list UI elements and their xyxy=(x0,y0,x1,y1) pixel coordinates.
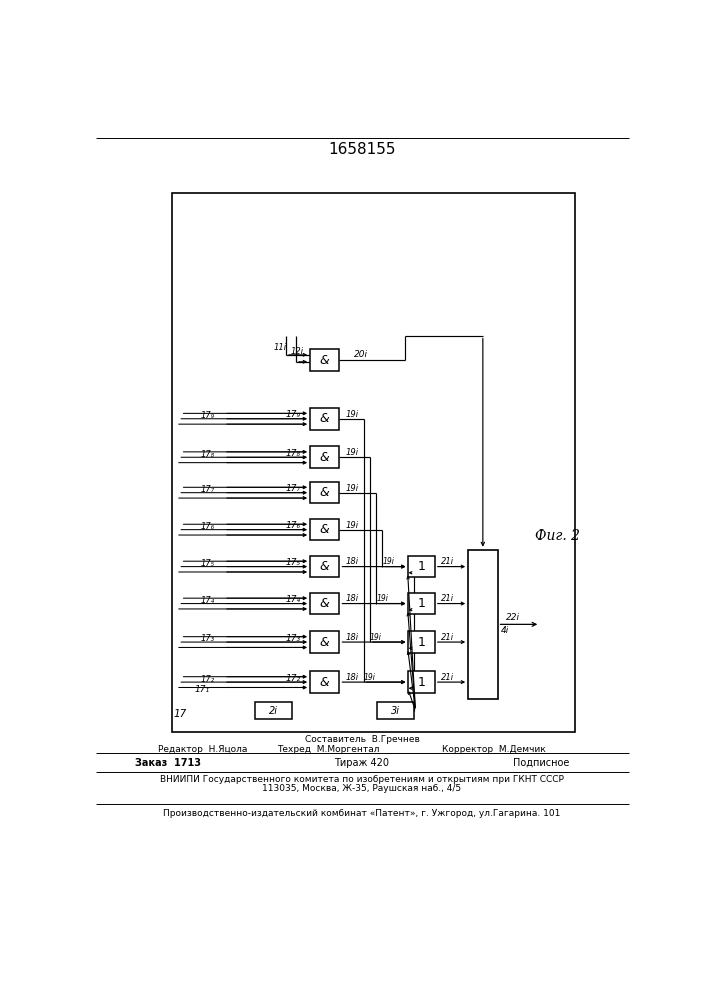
Text: 17₆: 17₆ xyxy=(201,522,215,531)
Text: &: & xyxy=(320,560,329,573)
Text: Составитель  В.Гречнев: Составитель В.Гречнев xyxy=(305,735,419,744)
Text: &: & xyxy=(320,451,329,464)
Bar xyxy=(310,482,339,503)
Text: 17₄: 17₄ xyxy=(286,595,300,604)
Text: 12i: 12i xyxy=(291,347,304,356)
Text: Тираж 420: Тираж 420 xyxy=(334,758,390,768)
Text: 1: 1 xyxy=(418,560,426,573)
Text: 22i: 22i xyxy=(506,613,520,622)
Text: 19i: 19i xyxy=(345,484,358,493)
Text: 21i: 21i xyxy=(440,633,454,642)
Text: Подписное: Подписное xyxy=(513,758,569,768)
Bar xyxy=(409,631,435,653)
Text: Заказ  1713: Заказ 1713 xyxy=(135,758,201,768)
Text: 1: 1 xyxy=(418,676,426,689)
Text: 1: 1 xyxy=(418,597,426,610)
Text: 17₆: 17₆ xyxy=(286,521,300,530)
Text: 11i: 11i xyxy=(274,343,287,352)
Text: 19i: 19i xyxy=(382,557,395,566)
Text: 17₉: 17₉ xyxy=(201,411,215,420)
Text: 19i: 19i xyxy=(376,594,388,603)
Text: 20i: 20i xyxy=(354,350,368,359)
Bar xyxy=(172,193,575,732)
Text: 19i: 19i xyxy=(345,521,358,530)
Text: 2i: 2i xyxy=(269,706,278,716)
Bar xyxy=(310,593,339,614)
Text: Фиг. 2: Фиг. 2 xyxy=(534,529,580,543)
Text: &: & xyxy=(320,523,329,536)
Text: 17: 17 xyxy=(174,709,187,719)
Text: 17₈: 17₈ xyxy=(201,450,215,459)
Text: 21i: 21i xyxy=(440,594,454,603)
Bar xyxy=(409,556,435,577)
Text: 17₄: 17₄ xyxy=(201,596,215,605)
Text: 17₁: 17₁ xyxy=(195,685,210,694)
Bar xyxy=(409,593,435,614)
Text: 19i: 19i xyxy=(364,673,375,682)
Text: &: & xyxy=(320,676,329,689)
Text: 17₂: 17₂ xyxy=(201,675,215,684)
Text: 19i: 19i xyxy=(345,448,358,457)
Text: 18i: 18i xyxy=(345,673,358,682)
Text: &: & xyxy=(320,486,329,499)
Text: 17₅: 17₅ xyxy=(201,559,215,568)
Text: Корректор  М.Демчик: Корректор М.Демчик xyxy=(442,745,546,754)
Bar xyxy=(310,349,339,371)
Text: 17₅: 17₅ xyxy=(286,558,300,567)
Text: 21i: 21i xyxy=(440,673,454,682)
Bar xyxy=(377,702,414,719)
Text: 113035, Москва, Ж-35, Раушская наб., 4/5: 113035, Москва, Ж-35, Раушская наб., 4/5 xyxy=(262,784,462,793)
Text: 17₃: 17₃ xyxy=(286,634,300,643)
Text: 17₃: 17₃ xyxy=(201,634,215,643)
Bar xyxy=(310,408,339,430)
Bar xyxy=(310,671,339,693)
Text: &: & xyxy=(320,412,329,425)
Text: Производственно-издательский комбинат «Патент», г. Ужгород, ул.Гагарина. 101: Производственно-издательский комбинат «П… xyxy=(163,808,561,818)
Text: 21i: 21i xyxy=(440,557,454,566)
Text: 1: 1 xyxy=(418,636,426,649)
Text: 17₈: 17₈ xyxy=(286,449,300,458)
Text: 18i: 18i xyxy=(345,594,358,603)
Bar xyxy=(468,550,498,699)
Text: 4i: 4i xyxy=(501,626,510,635)
Text: &: & xyxy=(320,354,329,367)
Bar xyxy=(310,519,339,540)
Bar xyxy=(310,446,339,468)
Bar xyxy=(409,671,435,693)
Text: 3i: 3i xyxy=(391,706,399,716)
Bar xyxy=(310,631,339,653)
Text: 19i: 19i xyxy=(345,410,358,419)
Text: 19i: 19i xyxy=(370,633,382,642)
Text: &: & xyxy=(320,636,329,649)
Bar xyxy=(255,702,292,719)
Text: 17₉: 17₉ xyxy=(286,410,300,419)
Text: &: & xyxy=(320,597,329,610)
Text: Редактор  Н.Яцола: Редактор Н.Яцола xyxy=(158,745,247,754)
Text: ВНИИПИ Государственного комитета по изобретениям и открытиям при ГКНТ СССР: ВНИИПИ Государственного комитета по изоб… xyxy=(160,775,564,784)
Text: 17₂: 17₂ xyxy=(286,674,300,683)
Bar xyxy=(310,556,339,577)
Text: 18i: 18i xyxy=(345,633,358,642)
Text: 17₇: 17₇ xyxy=(201,485,215,494)
Text: 17₇: 17₇ xyxy=(286,484,300,493)
Text: 18i: 18i xyxy=(345,557,358,566)
Text: Техред  М.Моргентал: Техред М.Моргентал xyxy=(277,745,380,754)
Text: 1658155: 1658155 xyxy=(328,142,396,157)
